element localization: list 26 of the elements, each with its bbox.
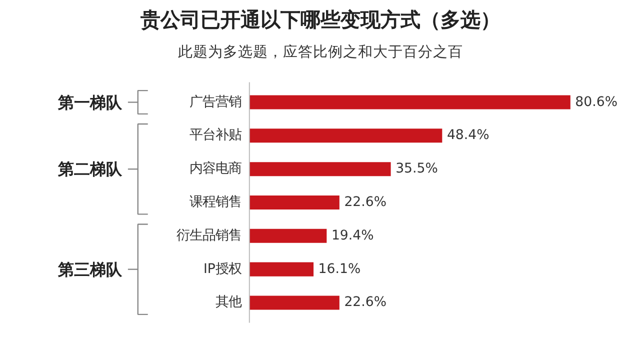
data-label: 22.6% [344, 295, 387, 310]
bar [249, 228, 327, 243]
y-tick-label: IP授权 [203, 262, 242, 277]
chart-subtitle: 此题为多选题，应答比例之和大于百分之百 [178, 44, 463, 60]
data-label: 48.4% [446, 128, 490, 144]
bar [249, 262, 314, 276]
chart-title: 贵公司已开通以下哪些变现方式（多选） [140, 8, 500, 32]
bar [249, 195, 340, 210]
y-tick-label: 内容电商 [189, 160, 242, 177]
data-label: 80.6% [575, 94, 618, 110]
y-tick-label: 其他 [215, 295, 242, 310]
y-tick-label: 广告营销 [189, 94, 242, 110]
text: 第一梯队 [56, 92, 123, 112]
bar [249, 128, 442, 143]
bar [249, 296, 340, 310]
bar [249, 95, 570, 110]
data-label: 19.4% [331, 228, 374, 244]
data-label: 35.5% [396, 162, 438, 177]
bar [249, 162, 391, 176]
data-label: 22.6% [344, 194, 387, 210]
y-tick-label: 衍生品销售 [176, 228, 242, 244]
y-tick-label: 平台补贴 [189, 128, 242, 144]
data-label: 16.1% [318, 262, 361, 277]
text: 第三梯队 [56, 260, 123, 279]
y-tick-label: 课程销售 [189, 194, 242, 210]
text: 第二梯队 [56, 160, 123, 179]
